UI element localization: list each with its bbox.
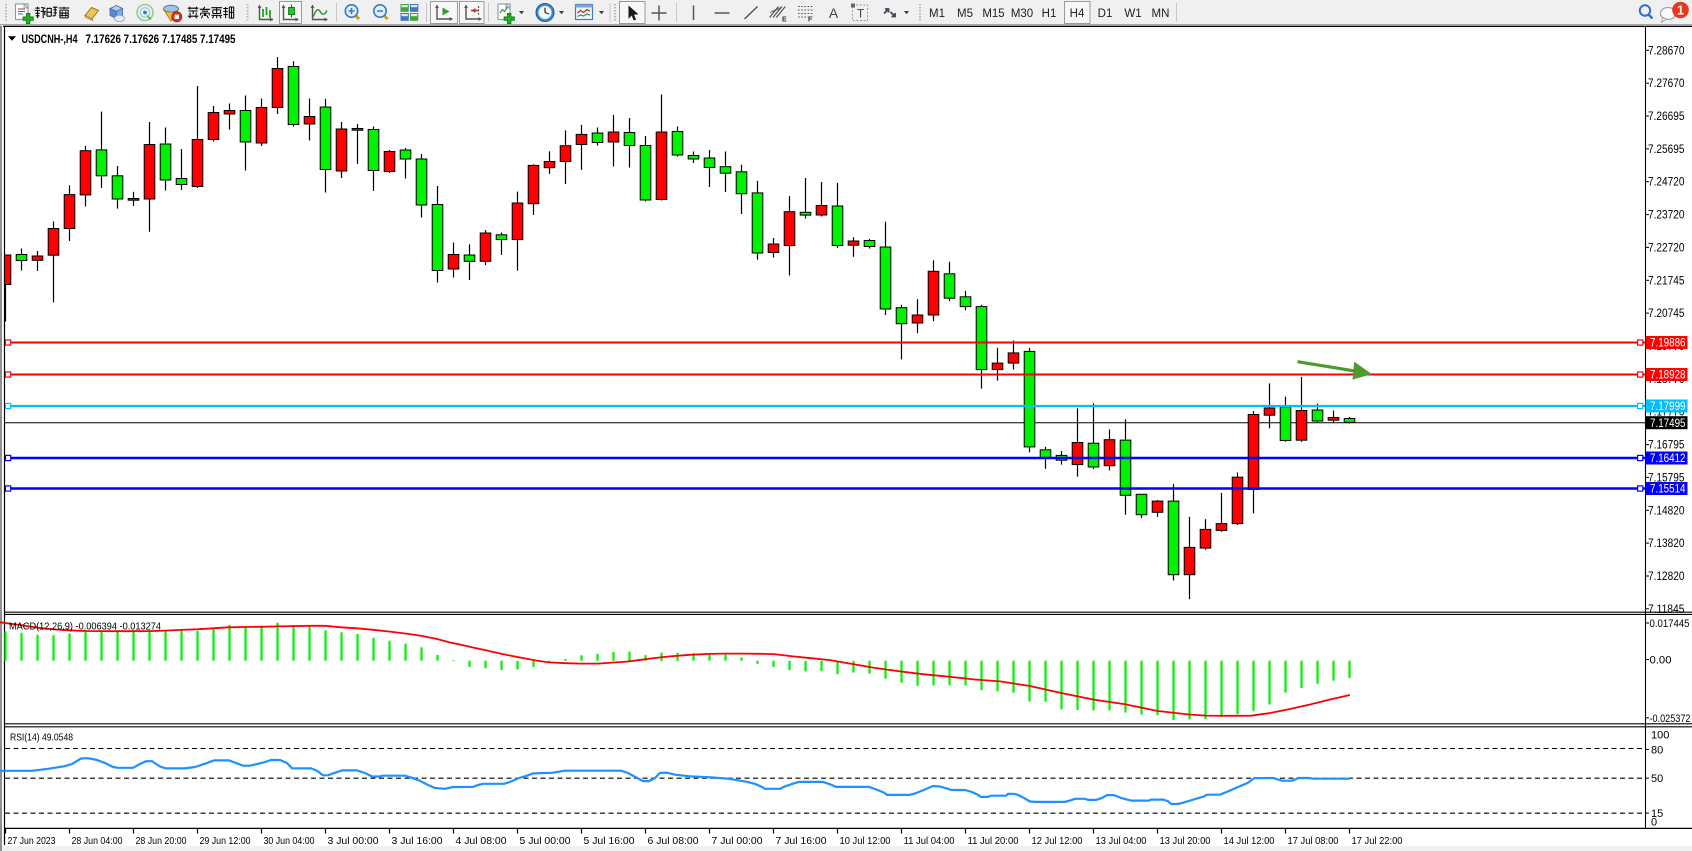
svg-text:5 Jul 16:00: 5 Jul 16:00: [584, 835, 635, 847]
svg-text:A: A: [829, 5, 839, 21]
svg-text:M5: M5: [957, 8, 973, 20]
svg-text:7.18928: 7.18928: [1650, 370, 1686, 382]
svg-text:0.017445: 0.017445: [1650, 618, 1690, 630]
svg-text:17 Jul 22:00: 17 Jul 22:00: [1352, 835, 1403, 847]
svg-text:7.17495: 7.17495: [1650, 418, 1686, 430]
svg-text:3 Jul 16:00: 3 Jul 16:00: [392, 835, 443, 847]
svg-text:MN: MN: [1152, 8, 1170, 20]
svg-text:10 Jul 12:00: 10 Jul 12:00: [840, 835, 891, 847]
svg-text:100: 100: [1651, 730, 1669, 742]
svg-text:7.15514: 7.15514: [1650, 484, 1686, 496]
svg-text:28 Jun 20:00: 28 Jun 20:00: [136, 835, 187, 847]
svg-text:7.13820: 7.13820: [1648, 538, 1685, 550]
svg-text:USDCNH-,H4: USDCNH-,H4: [22, 34, 78, 46]
svg-text:7.16795: 7.16795: [1648, 440, 1685, 452]
svg-text:F: F: [808, 17, 813, 24]
svg-text:7.20745: 7.20745: [1648, 308, 1685, 320]
svg-text:E: E: [782, 17, 787, 24]
svg-text:80: 80: [1651, 744, 1663, 756]
svg-text:1: 1: [1677, 3, 1684, 17]
svg-text:7.27670: 7.27670: [1648, 78, 1685, 90]
svg-text:7.12820: 7.12820: [1648, 571, 1685, 583]
svg-text:H1: H1: [1042, 8, 1057, 20]
svg-text:7 Jul 16:00: 7 Jul 16:00: [776, 835, 827, 847]
svg-text:7.22720: 7.22720: [1648, 242, 1685, 254]
svg-text:7.11845: 7.11845: [1648, 604, 1685, 616]
svg-text:7 Jul 00:00: 7 Jul 00:00: [712, 835, 763, 847]
svg-text:3 Jul 00:00: 3 Jul 00:00: [328, 835, 379, 847]
svg-text:4 Jul 08:00: 4 Jul 08:00: [456, 835, 507, 847]
svg-text:29 Jun 12:00: 29 Jun 12:00: [200, 835, 251, 847]
svg-text:0: 0: [1651, 817, 1657, 829]
svg-text:11 Jul 20:00: 11 Jul 20:00: [968, 835, 1019, 847]
svg-text:7.15795: 7.15795: [1648, 472, 1685, 484]
svg-text:7.28670: 7.28670: [1648, 45, 1685, 57]
svg-text:28 Jun 04:00: 28 Jun 04:00: [72, 835, 123, 847]
svg-text:-0.025372: -0.025372: [1650, 713, 1691, 725]
svg-text:15: 15: [1651, 808, 1663, 820]
svg-text:17 Jul 08:00: 17 Jul 08:00: [1288, 835, 1339, 847]
svg-text:0.00: 0.00: [1650, 655, 1672, 667]
svg-text:30 Jun 04:00: 30 Jun 04:00: [264, 835, 315, 847]
svg-text:T: T: [857, 7, 865, 21]
svg-text:7.19886: 7.19886: [1650, 338, 1686, 350]
svg-text:7.17999: 7.17999: [1650, 401, 1686, 413]
svg-text:RSI(14) 49.0548: RSI(14) 49.0548: [10, 732, 73, 744]
svg-text:W1: W1: [1124, 8, 1141, 20]
svg-text:M15: M15: [982, 8, 1004, 20]
svg-text:27 Jun 2023: 27 Jun 2023: [8, 835, 56, 847]
svg-text:13 Jul 20:00: 13 Jul 20:00: [1160, 835, 1211, 847]
svg-text:13 Jul 04:00: 13 Jul 04:00: [1096, 835, 1147, 847]
svg-text:5 Jul 00:00: 5 Jul 00:00: [520, 835, 571, 847]
svg-text:7.14820: 7.14820: [1648, 505, 1685, 517]
svg-text:H4: H4: [1070, 8, 1085, 20]
svg-text:14 Jul 12:00: 14 Jul 12:00: [1224, 835, 1275, 847]
svg-text:7.21745: 7.21745: [1648, 275, 1685, 287]
svg-text:M1: M1: [929, 8, 945, 20]
svg-text:12 Jul 12:00: 12 Jul 12:00: [1032, 835, 1083, 847]
svg-text:7.17626 7.17626 7.17485 7.1749: 7.17626 7.17626 7.17485 7.17495: [86, 34, 237, 46]
svg-text:6 Jul 08:00: 6 Jul 08:00: [648, 835, 699, 847]
svg-text:7.24720: 7.24720: [1648, 177, 1685, 189]
svg-text:50: 50: [1651, 773, 1663, 785]
svg-text:11 Jul 04:00: 11 Jul 04:00: [904, 835, 955, 847]
svg-text:MACD(12,26,9) -0.006394 -0.013: MACD(12,26,9) -0.006394 -0.013274: [9, 621, 161, 633]
svg-text:7.26695: 7.26695: [1648, 111, 1685, 123]
svg-text:M30: M30: [1011, 8, 1033, 20]
svg-text:7.16412: 7.16412: [1650, 453, 1686, 465]
svg-text:D1: D1: [1098, 8, 1113, 20]
svg-text:7.25695: 7.25695: [1648, 144, 1685, 156]
svg-text:7.23720: 7.23720: [1648, 210, 1685, 222]
